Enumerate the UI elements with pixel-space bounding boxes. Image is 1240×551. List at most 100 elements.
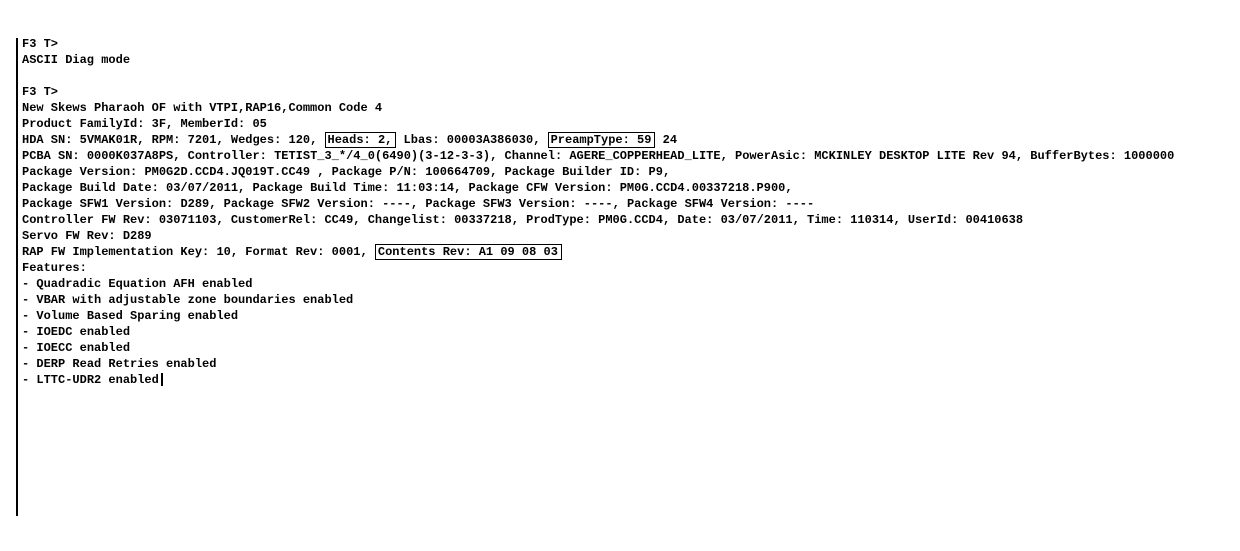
wedges-label: Wedges (231, 133, 274, 147)
sep: , (209, 197, 223, 211)
bullet: - (22, 293, 36, 307)
cfw-rev-label: Controller FW Rev (22, 213, 144, 227)
controller-label: Controller (188, 149, 260, 163)
heads-label: Heads (328, 133, 364, 147)
cfw-time-label: Time (807, 213, 836, 227)
prompt-text: F3 T> (22, 37, 58, 51)
sfw1-label: Package SFW1 Version (22, 197, 166, 211)
pkg-build-date-label: Package Build Date (22, 181, 152, 195)
sep: : (605, 181, 619, 195)
sfw4: ---- (785, 197, 814, 211)
sep: : (382, 181, 396, 195)
hda-line: HDA SN: 5VMAK01R, RPM: 7201, Wedges: 120… (22, 132, 1174, 148)
member-id-label: MemberId (180, 117, 238, 131)
prompt-line-2: F3 T> (22, 84, 1174, 100)
feature-text: Quadradic Equation AFH enabled (36, 277, 252, 291)
prodtype: PM0G.CCD4 (598, 213, 663, 227)
sep: : (411, 165, 425, 179)
sep: , (173, 149, 187, 163)
prodtype-label: ProdType (526, 213, 584, 227)
sep: : (166, 197, 180, 211)
sep: , (411, 197, 425, 211)
sep: : (364, 133, 378, 147)
feature-item: - Quadradic Equation AFH enabled (22, 276, 1174, 292)
sep: , (663, 165, 670, 179)
sep (396, 133, 403, 147)
prompt-line-1: F3 T> (22, 36, 1174, 52)
pkg-builder-label: Package Builder ID (505, 165, 635, 179)
sep: , (893, 213, 907, 227)
sep: : (555, 149, 569, 163)
pkg-cfw-label: Package CFW Version (469, 181, 606, 195)
sep: , (317, 165, 331, 179)
sep: , (1016, 149, 1030, 163)
rpm: 7201 (188, 133, 217, 147)
rpm-label: RPM (152, 133, 174, 147)
custrel-label: CustomerRel (231, 213, 310, 227)
sep: , (454, 181, 468, 195)
hda-sn-label: HDA SN (22, 133, 65, 147)
cfw-date-label: Date (677, 213, 706, 227)
rap-format: 0001 (332, 245, 361, 259)
sep: , (512, 213, 526, 227)
sep: , (721, 149, 735, 163)
pcba-line: PCBA SN: 0000K037A8PS, Controller: TETIS… (22, 148, 1174, 164)
pkg-build-line: Package Build Date: 03/07/2011, Package … (22, 180, 1174, 196)
sep: , (793, 213, 807, 227)
feature-item: - LTTC-UDR2 enabled (22, 372, 1174, 388)
sep: , (137, 133, 151, 147)
sep: : (108, 229, 122, 243)
rap-impl: 10 (216, 245, 230, 259)
servo-value: D289 (123, 229, 152, 243)
cfw-time: 110314 (850, 213, 893, 227)
sep: : (634, 165, 648, 179)
sep: , (231, 245, 245, 259)
feature-item: - IOEDC enabled (22, 324, 1174, 340)
sep: : (152, 181, 166, 195)
sep: : (260, 149, 274, 163)
pkg-build-time: 11:03:14 (396, 181, 454, 195)
sep: : (800, 149, 814, 163)
changelist: 00337218 (454, 213, 512, 227)
sep: : (173, 133, 187, 147)
left-vertical-bar (16, 38, 18, 516)
sep: : (1109, 149, 1123, 163)
preamp: 59 (637, 133, 651, 147)
pkg-builder: P9 (649, 165, 663, 179)
sep: , (353, 213, 367, 227)
sep: : (144, 213, 158, 227)
sfw2-label: Package SFW2 Version (224, 197, 368, 211)
sep: : (65, 133, 79, 147)
sep: , (533, 133, 547, 147)
powerasic: MCKINLEY DESKTOP LITE Rev 94 (814, 149, 1016, 163)
pkg-pn-label: Package P/N (332, 165, 411, 179)
sep: : (317, 245, 331, 259)
controller-fw-line: Controller FW Rev: 03071103, CustomerRel… (22, 212, 1174, 228)
feature-text: DERP Read Retries enabled (36, 357, 216, 371)
userid-label: UserId (908, 213, 951, 227)
preamp-label: PreampType (551, 133, 623, 147)
sep: , (490, 149, 504, 163)
feature-text: LTTC-UDR2 enabled (36, 373, 158, 387)
sep: , (360, 245, 374, 259)
sep: : (137, 117, 151, 131)
skews-text: New Skews Pharaoh OF with VTPI,RAP16,Com… (22, 101, 382, 115)
feature-item: - Volume Based Sparing enabled (22, 308, 1174, 324)
bufferbytes-label: BufferBytes (1030, 149, 1109, 163)
sep: : (464, 245, 478, 259)
product-family-id: 3F (152, 117, 166, 131)
feature-item: - DERP Read Retries enabled (22, 356, 1174, 372)
pkg-sfw-line: Package SFW1 Version: D289, Package SFW2… (22, 196, 1174, 212)
sep: : (238, 117, 252, 131)
bullet: - (22, 325, 36, 339)
servo-label: Servo FW Rev (22, 229, 108, 243)
hda-trailing: 24 (663, 133, 677, 147)
pcba-sn: 0000K037A8PS (87, 149, 173, 163)
lbas-label: Lbas (404, 133, 433, 147)
member-id: 05 (252, 117, 266, 131)
userid: 00410638 (965, 213, 1023, 227)
pkg-version-label: Package Version (22, 165, 130, 179)
rap-impl-label: RAP FW Implementation Key (22, 245, 202, 259)
sep: : (130, 165, 144, 179)
powerasic-label: PowerAsic (735, 149, 800, 163)
